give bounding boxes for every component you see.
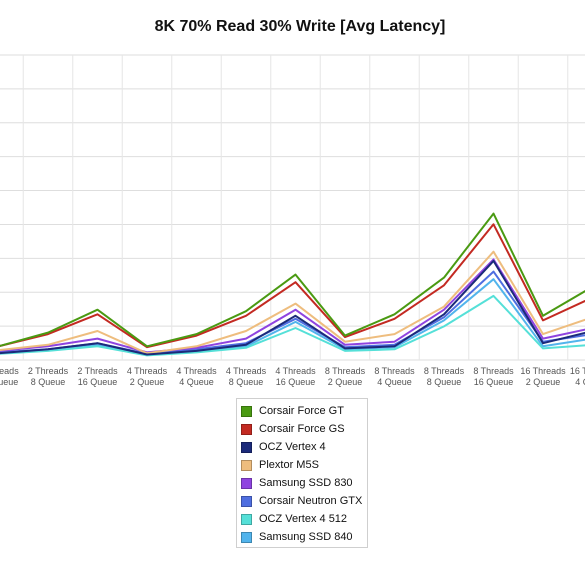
x-tick-label: 8 Threads 2 Queue bbox=[325, 366, 366, 387]
legend-label: Samsung SSD 840 bbox=[259, 531, 353, 543]
legend-item: Samsung SSD 840 bbox=[241, 528, 363, 546]
legend-swatch bbox=[241, 423, 252, 435]
series-line bbox=[0, 250, 585, 355]
legend: Corsair Force GT Corsair Force GS OCZ Vert… bbox=[236, 398, 368, 548]
x-tick-label: 16 Threads 2 Queue bbox=[520, 366, 566, 387]
legend-label: Corsair Force GT bbox=[259, 405, 344, 417]
legend-label: Samsung SSD 830 bbox=[259, 477, 353, 489]
x-tick-label: 8 Threads 8 Queue bbox=[424, 366, 465, 387]
series-line bbox=[0, 258, 585, 354]
legend-item: Corsair Force GT bbox=[241, 402, 363, 420]
legend-swatch bbox=[241, 459, 252, 471]
legend-swatch bbox=[241, 513, 252, 525]
series-line bbox=[0, 212, 585, 348]
legend-label: Plextor M5S bbox=[259, 459, 319, 471]
series-line bbox=[0, 223, 585, 349]
chart-title: 8K 70% Read 30% Write [Avg Latency] bbox=[154, 18, 446, 35]
legend-item: OCZ Vertex 4 512 bbox=[241, 510, 363, 528]
legend-swatch bbox=[241, 531, 252, 543]
legend-swatch bbox=[241, 495, 252, 507]
x-tick-label: 4 Threads 8 Queue bbox=[226, 366, 267, 387]
legend-label: Corsair Force GS bbox=[259, 423, 345, 435]
legend-item: Plextor M5S bbox=[241, 456, 363, 474]
x-tick-label: 8 Threads 16 Queue bbox=[473, 366, 514, 387]
x-tick-label: 4 Threads 16 Queue bbox=[275, 366, 316, 387]
legend-swatch bbox=[241, 405, 252, 417]
series-lines bbox=[0, 212, 585, 357]
series-line bbox=[0, 294, 585, 357]
x-tick-label: 4 Threads 2 Queue bbox=[127, 366, 168, 387]
x-tick-label: 2 Threads 16 Queue bbox=[77, 366, 118, 387]
x-tick-label: 8 Threads 4 Queue bbox=[374, 366, 415, 387]
legend-swatch bbox=[241, 441, 252, 453]
x-tick-label: 4 Threads 4 Queue bbox=[176, 366, 217, 387]
legend-label: OCZ Vertex 4 512 bbox=[259, 513, 348, 525]
x-tick-label: 2 Threads 8 Queue bbox=[28, 366, 69, 387]
legend-label: Corsair Neutron GTX bbox=[259, 495, 363, 507]
legend-item: Samsung SSD 830 bbox=[241, 474, 363, 492]
legend-item: Corsair Neutron GTX bbox=[241, 492, 363, 510]
legend-item: Corsair Force GS bbox=[241, 420, 363, 438]
grid bbox=[0, 54, 585, 361]
legend-swatch bbox=[241, 477, 252, 489]
legend-item: OCZ Vertex 4 bbox=[241, 438, 363, 456]
series-line bbox=[0, 259, 585, 356]
legend-label: OCZ Vertex 4 bbox=[259, 441, 326, 453]
series-line bbox=[0, 278, 585, 356]
